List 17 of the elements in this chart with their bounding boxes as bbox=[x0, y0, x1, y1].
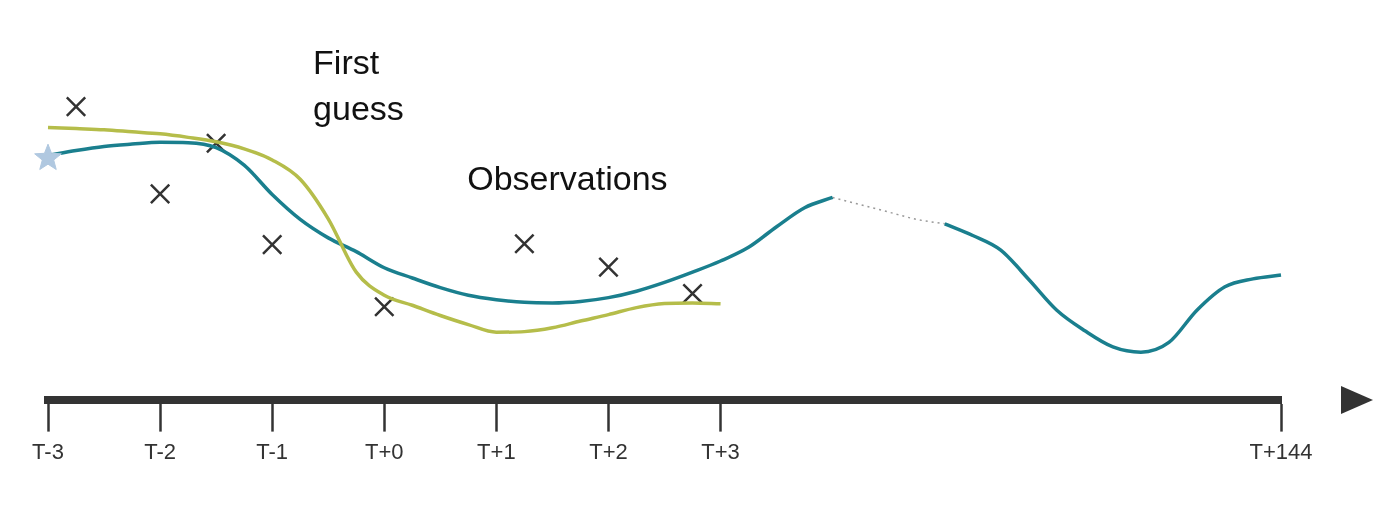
point bbox=[65, 96, 87, 118]
x-tick-label: T+1 bbox=[477, 438, 516, 464]
point bbox=[261, 234, 283, 256]
point bbox=[598, 256, 619, 278]
x-tick-label: T+3 bbox=[701, 438, 740, 464]
point bbox=[513, 233, 535, 255]
point bbox=[34, 143, 62, 170]
point bbox=[149, 183, 171, 205]
x-tick-label: T+0 bbox=[365, 438, 404, 464]
point bbox=[682, 283, 703, 304]
annotation: First guess bbox=[313, 43, 404, 128]
x-tick-label: T+2 bbox=[589, 438, 628, 464]
x-tick-label: T-3 bbox=[32, 438, 64, 464]
annotation: Observations bbox=[467, 159, 668, 198]
x-tick-label: T+144 bbox=[1249, 438, 1313, 464]
x-tick-label: T-2 bbox=[144, 438, 176, 464]
x-tick-label: T-1 bbox=[256, 438, 289, 464]
